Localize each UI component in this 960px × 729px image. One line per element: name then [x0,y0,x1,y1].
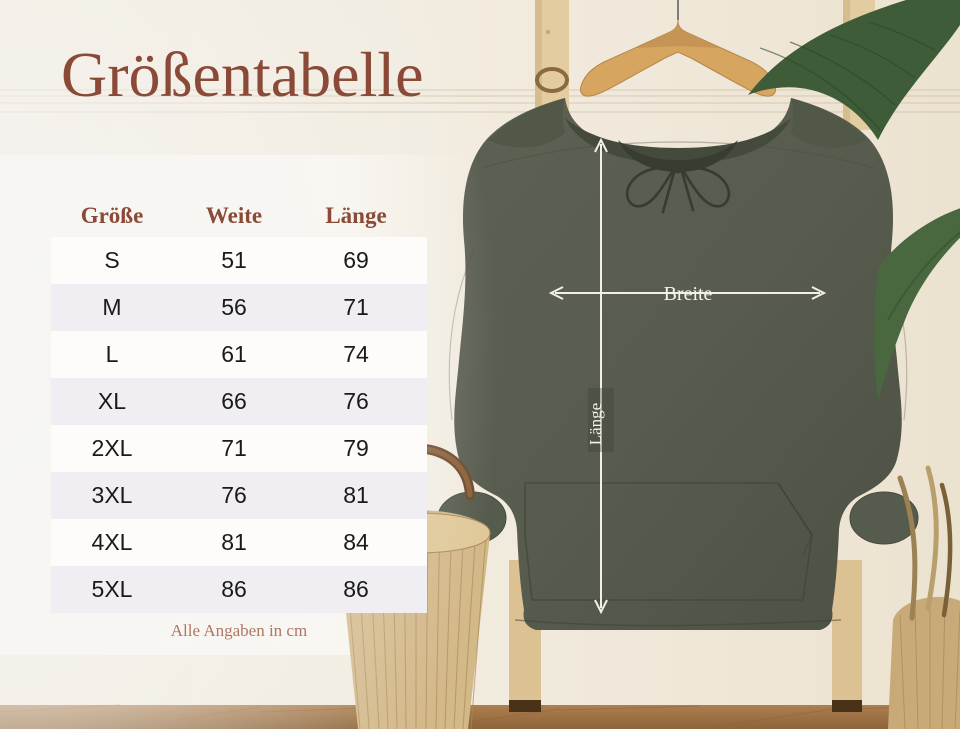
svg-text:Breite: Breite [664,283,713,305]
svg-text:Länge: Länge [586,403,605,445]
